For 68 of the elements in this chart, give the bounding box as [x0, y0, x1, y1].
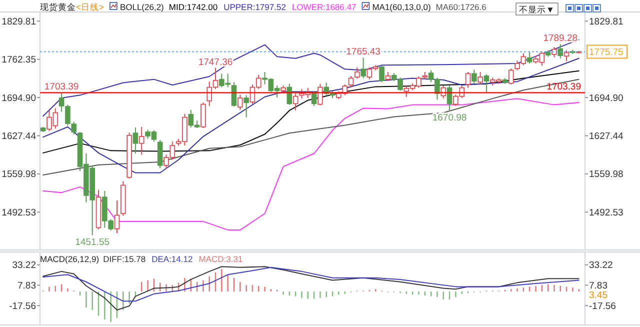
text: MID:1742.00 — [168, 2, 218, 12]
annotation: BOLL(26,2) — [120, 2, 164, 12]
chart-subtitle: <日线> — [76, 2, 104, 12]
candlestick — [508, 68, 514, 85]
line-series — [42, 70, 580, 154]
candlestick — [385, 71, 391, 82]
annotation: 1670.98 — [432, 112, 467, 124]
annotation: 不显示▼ — [519, 4, 554, 14]
annotation: MA1(60,13,0,0) — [372, 2, 431, 12]
annotation: 1703.39 — [44, 82, 79, 93]
candlestick — [472, 69, 477, 84]
text: MA60:1726.6 — [436, 2, 487, 12]
candlestick — [465, 71, 471, 88]
y2-tick-label: 1694.90 — [589, 92, 624, 104]
line-series — [42, 78, 580, 176]
candlestick — [318, 83, 323, 106]
candlestick — [558, 44, 564, 59]
annotation: 1451.55 — [75, 236, 110, 248]
text: UPPER:1797.52 — [224, 2, 286, 12]
chart-title: MACD(26,12,9) — [40, 254, 100, 264]
candlestick — [157, 139, 163, 169]
y-tick-label: 1492.53 — [2, 207, 36, 218]
chart-title: 现货黄金 — [40, 2, 76, 12]
candlestick — [311, 90, 317, 106]
candlestick — [132, 126, 138, 154]
annotation: 1765.43 — [346, 46, 380, 58]
line-series — [42, 58, 580, 174]
candlestick — [114, 200, 120, 234]
candlestick — [564, 50, 570, 62]
candlestick — [526, 52, 532, 64]
candlestick — [348, 75, 354, 88]
y-tick-label: 7.83 — [18, 280, 36, 292]
y-tick-label: -17.56 — [9, 300, 36, 312]
candlestick — [478, 71, 483, 85]
text: 3.45 — [589, 290, 608, 302]
candlestick — [237, 94, 243, 110]
line-series — [42, 98, 580, 230]
series-label: MACD:3.31 — [198, 254, 243, 264]
candlestick — [484, 74, 490, 93]
candlestick — [379, 65, 384, 83]
y-tick-label: 33.22 — [12, 260, 36, 272]
y-tick-label: 1694.90 — [2, 92, 36, 104]
candlestick — [354, 66, 360, 80]
candlestick — [552, 46, 557, 58]
y2-tick-label: 7.83 — [589, 280, 608, 292]
ref-line-label: 1703.39 — [546, 82, 581, 93]
y2-tick-label: 1559.98 — [589, 169, 624, 180]
candlestick — [360, 57, 366, 79]
y2-tick-label: 1829.81 — [589, 16, 624, 28]
y2-tick-label: -17.56 — [589, 300, 616, 312]
candlestick — [292, 92, 298, 111]
text: DEA:14.12 — [152, 254, 193, 264]
line-series — [42, 266, 580, 302]
y2-tick-label: 1627.44 — [589, 131, 624, 142]
annotation: 1789.28 — [543, 33, 578, 44]
text: DIFF:15.78 — [103, 254, 146, 264]
ref-line-label: 1775.75 — [589, 47, 624, 58]
candlestick — [138, 126, 144, 156]
y-tick-label: 1559.98 — [2, 169, 36, 180]
y-tick-label: 1627.44 — [2, 131, 36, 142]
y2-tick-label: 1492.53 — [589, 207, 624, 218]
y-tick-label: 1829.81 — [2, 16, 36, 28]
y-tick-label: 1762.35 — [2, 54, 36, 66]
line-series — [42, 266, 580, 310]
text: LOWER:1686.47 — [292, 2, 356, 12]
y2-tick-label: 33.22 — [589, 260, 613, 272]
candlestick — [244, 94, 249, 118]
candlestick — [200, 102, 206, 129]
